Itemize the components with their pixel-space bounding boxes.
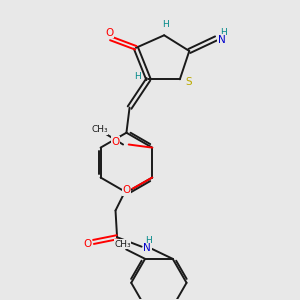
Text: CH₃: CH₃: [114, 240, 131, 249]
Text: H: H: [162, 20, 169, 29]
Text: H: H: [145, 236, 152, 245]
Text: O: O: [83, 238, 91, 248]
Text: N: N: [218, 35, 226, 45]
Text: H: H: [220, 28, 227, 37]
Text: H: H: [134, 72, 141, 81]
Text: O: O: [111, 137, 120, 147]
Text: N: N: [143, 243, 151, 253]
Text: S: S: [185, 77, 192, 87]
Text: CH₃: CH₃: [91, 125, 108, 134]
Text: O: O: [122, 185, 130, 195]
Text: O: O: [105, 28, 113, 38]
